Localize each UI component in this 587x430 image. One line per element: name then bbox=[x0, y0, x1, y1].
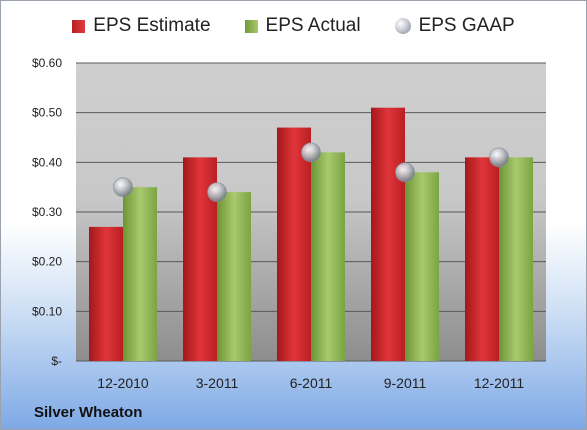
y-tick-label: $- bbox=[51, 354, 62, 368]
marker-eps-gaap bbox=[395, 162, 415, 183]
y-tick-label: $0.10 bbox=[32, 304, 62, 318]
company-name: Silver Wheaton bbox=[34, 404, 143, 421]
bar-eps-estimate bbox=[465, 157, 499, 361]
legend-label-eps-gaap: EPS GAAP bbox=[418, 15, 515, 36]
legend-item-eps-actual: EPS Actual bbox=[244, 15, 361, 37]
x-tick-label: 12-2010 bbox=[97, 375, 149, 391]
y-tick-label: $0.60 bbox=[32, 56, 62, 70]
legend-item-eps-gaap: EPS GAAP bbox=[394, 15, 515, 37]
legend-swatch-eps-gaap bbox=[394, 18, 411, 34]
legend-label-eps-actual: EPS Actual bbox=[265, 15, 361, 36]
bar-eps-estimate bbox=[277, 127, 311, 361]
legend-label-eps-estimate: EPS Estimate bbox=[93, 15, 211, 36]
x-tick-label: 6-2011 bbox=[290, 375, 333, 391]
y-tick-label: $0.50 bbox=[32, 106, 62, 120]
marker-eps-gaap bbox=[301, 142, 321, 163]
bar-eps-actual bbox=[123, 187, 157, 361]
legend-swatch-eps-actual bbox=[244, 19, 258, 33]
x-tick-label: 3-2011 bbox=[196, 375, 239, 391]
bar-eps-estimate bbox=[89, 226, 123, 361]
marker-eps-gaap bbox=[489, 147, 509, 168]
x-tick-label: 9-2011 bbox=[384, 375, 427, 391]
bar-eps-actual bbox=[217, 192, 251, 361]
bar-eps-actual bbox=[311, 152, 345, 361]
marker-eps-gaap bbox=[113, 177, 133, 198]
legend-item-eps-estimate: EPS Estimate bbox=[72, 15, 211, 37]
bar-eps-actual bbox=[405, 172, 439, 361]
legend-swatch-eps-estimate bbox=[72, 19, 86, 33]
y-tick-label: $0.20 bbox=[32, 255, 62, 269]
bar-eps-estimate bbox=[371, 107, 405, 361]
y-tick-label: $0.30 bbox=[32, 205, 62, 219]
marker-eps-gaap bbox=[207, 182, 227, 203]
bar-eps-actual bbox=[499, 157, 533, 361]
legend: EPS Estimate EPS Actual EPS GAAP bbox=[1, 15, 586, 37]
x-tick-label: 12-2011 bbox=[474, 375, 525, 391]
y-tick-label: $0.40 bbox=[32, 155, 62, 169]
